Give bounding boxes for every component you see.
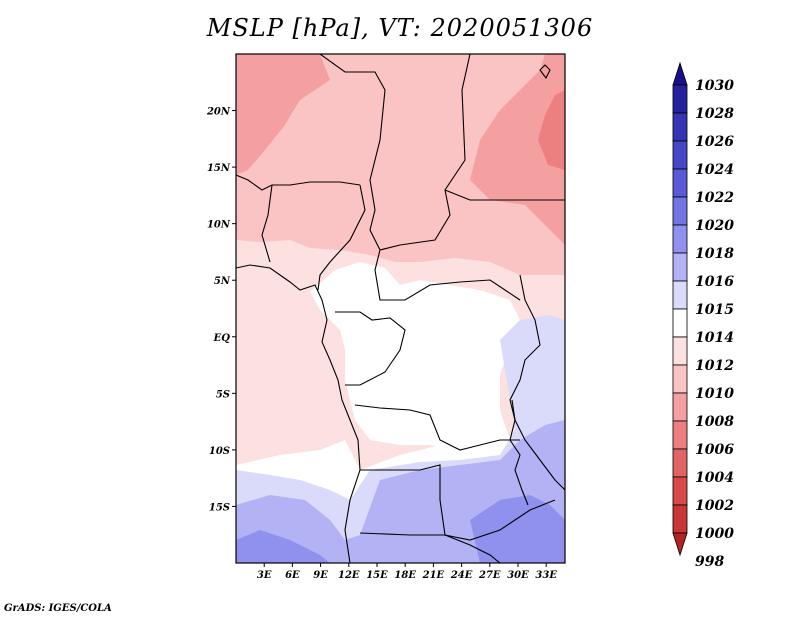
colorbar-cell <box>672 504 688 534</box>
colorbar-cell <box>672 112 688 142</box>
lon-tick-label: 33E <box>535 570 557 581</box>
colorbar-cell <box>672 280 688 310</box>
lon-tick-label: 12E <box>338 570 360 581</box>
field-zone-1008-west <box>236 54 330 175</box>
border-car <box>374 249 521 301</box>
colorbar-cell <box>672 308 688 338</box>
colorbar-cell <box>672 420 688 450</box>
colorbar-label: 1004 <box>695 470 734 486</box>
lat-tick-label: 20N <box>206 107 231 118</box>
colorbar-label: 998 <box>695 554 724 570</box>
colorbar-label: 1010 <box>695 386 734 402</box>
colorbar-label: 1008 <box>695 414 734 430</box>
colorbar-label: 1015 <box>695 302 734 318</box>
lat-tick-label: 15N <box>207 163 231 174</box>
lon-tick-label: 18E <box>394 570 416 581</box>
lat-tick-label: 10N <box>207 220 231 231</box>
lon-tick-label: 3E <box>257 570 272 581</box>
colorbar-cell <box>672 392 688 422</box>
border-niger-nigeria <box>236 174 361 191</box>
colorbar-label: 1006 <box>695 442 734 458</box>
lat-tick-label: 5S <box>216 389 230 400</box>
lake-tanganyika <box>509 399 529 506</box>
border-sudan-south <box>444 189 565 201</box>
lon-tick-label: 27E <box>478 570 501 581</box>
pressure-field <box>236 54 565 563</box>
colorbar: 1030 1028 1026 1024 1022 1020 1018 1016 1015 1014… <box>672 61 734 570</box>
colorbar-label: 1020 <box>695 218 734 234</box>
colorbar-cell <box>672 196 688 226</box>
colorbar-cell <box>672 252 688 282</box>
border-angola-zambia <box>360 464 556 541</box>
country-borders <box>236 54 565 563</box>
colorbar-label: 1024 <box>695 162 734 178</box>
colorbar-cell <box>672 336 688 366</box>
colorbar-cell <box>672 61 688 86</box>
colorbar-cell <box>672 84 688 114</box>
colorbar-cell <box>672 224 688 254</box>
map-frame <box>235 53 566 564</box>
border-botswana <box>444 534 501 563</box>
lon-tick-label: 24E <box>450 570 473 581</box>
atlantic-coastline <box>236 264 361 563</box>
field-zone-1014-congo <box>310 262 520 450</box>
colorbar-label: 1000 <box>695 526 734 542</box>
grads-credit: GrADS: IGES/COLA <box>4 603 112 614</box>
border-congo <box>335 311 406 386</box>
lon-tick-label: 15E <box>366 570 388 581</box>
border-namibia <box>359 532 445 536</box>
border-east-africa <box>509 274 565 491</box>
colorbar-label: 1016 <box>695 274 734 290</box>
longitude-axis: 3E 6E 9E 12E 15E 18E 21E 24E 27E 30E 33E <box>257 563 557 581</box>
field-zone-1008-east <box>470 54 565 245</box>
border-nigeria-cameroon <box>317 184 366 291</box>
border-chad-niger-sudan <box>319 54 471 251</box>
lat-tick-label: EQ <box>213 333 231 344</box>
colorbar-cell <box>672 140 688 170</box>
field-zone-1018-sw <box>236 530 330 563</box>
colorbar-cell <box>672 532 688 557</box>
colorbar-cell <box>672 364 688 394</box>
red-sea-coast <box>539 64 551 80</box>
lon-tick-label: 30E <box>507 570 529 581</box>
colorbar-cell <box>672 168 688 198</box>
colorbar-label: 1030 <box>695 78 734 94</box>
lat-tick-label: 5N <box>214 276 231 287</box>
border-angola-drc <box>354 404 520 451</box>
colorbar-label: 1012 <box>695 358 734 374</box>
colorbar-label: 1018 <box>695 246 734 262</box>
colorbar-label: 1022 <box>695 190 734 206</box>
colorbar-cell <box>672 448 688 478</box>
field-zone-1006 <box>538 90 565 170</box>
colorbar-label: 1028 <box>695 106 734 122</box>
border-benin-nigeria <box>261 184 273 263</box>
field-zone-1010 <box>236 54 565 275</box>
lon-tick-label: 9E <box>313 570 328 581</box>
latitude-axis: 20N 15N 10N 5N EQ 5S 10S 15S <box>206 107 236 513</box>
lon-tick-label: 21E <box>422 570 445 581</box>
lat-tick-label: 15S <box>209 502 230 513</box>
lon-tick-label: 6E <box>285 570 300 581</box>
colorbar-label: 1002 <box>695 498 734 514</box>
colorbar-label: 1014 <box>695 330 734 346</box>
colorbar-label: 1026 <box>695 134 734 150</box>
chart-title: MSLP [hPa], VT: 2020051306 <box>206 14 594 42</box>
colorbar-cell <box>672 476 688 506</box>
field-zone-1018-se <box>470 495 565 563</box>
lat-tick-label: 10S <box>209 446 230 457</box>
